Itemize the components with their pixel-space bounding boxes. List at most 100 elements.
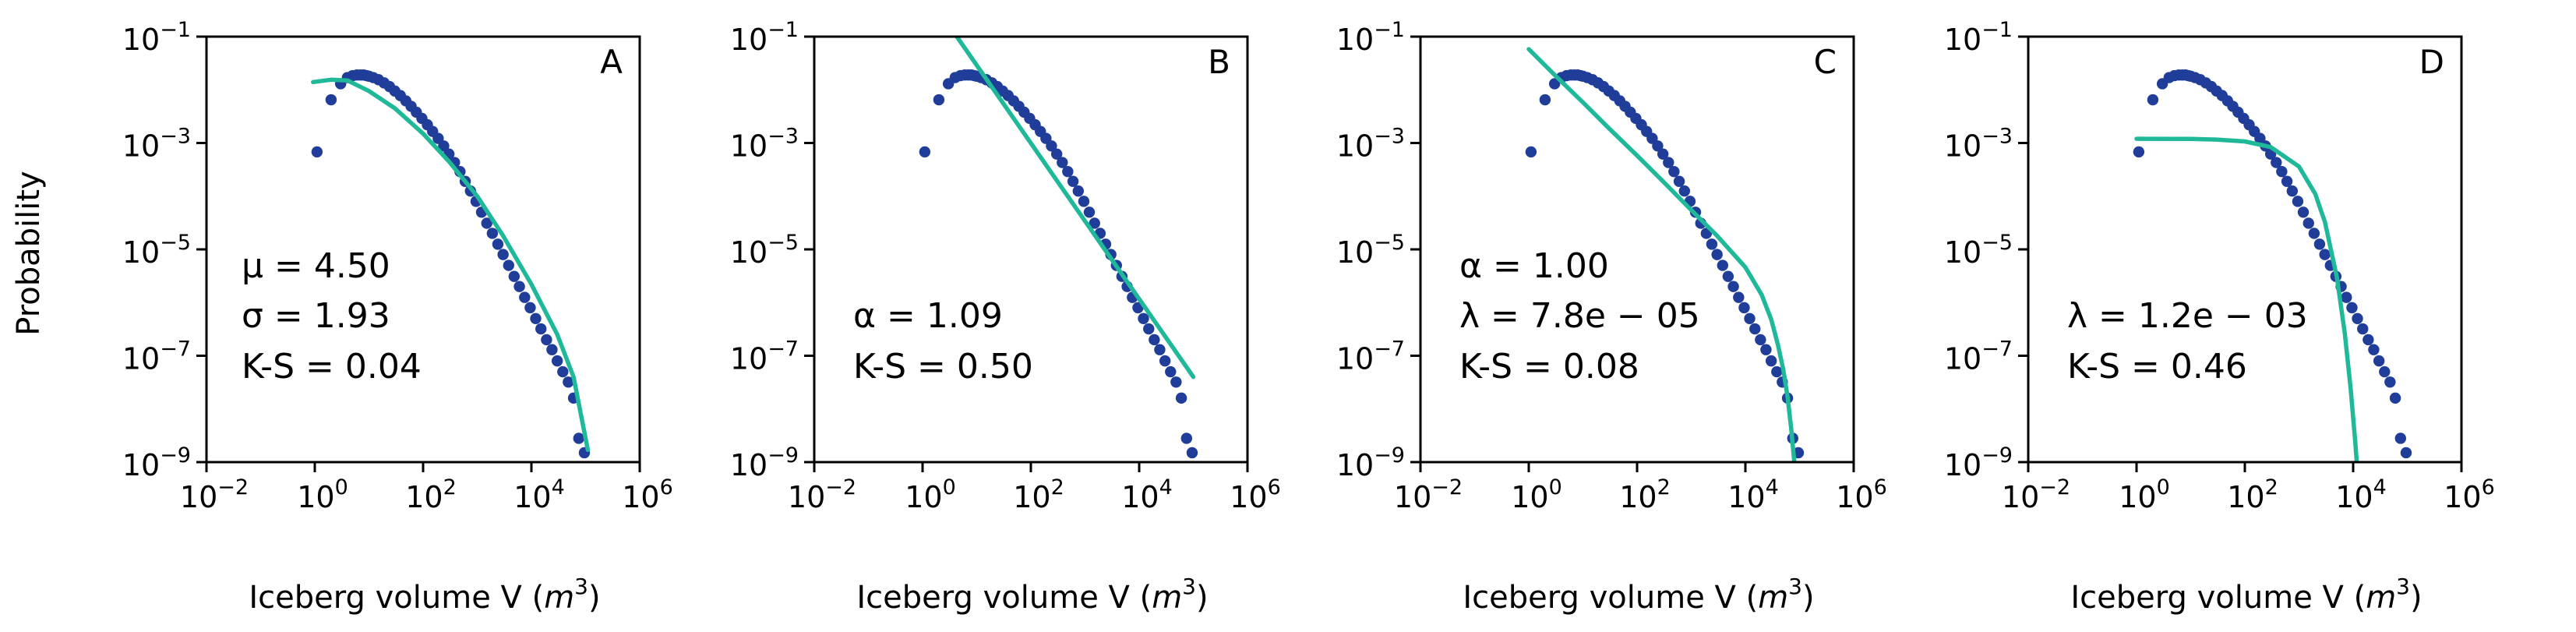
data-point <box>1663 157 1674 168</box>
annotation: K-S = 0.46 <box>2067 347 2247 387</box>
x-tick-label-exp: −2 <box>2039 475 2070 500</box>
data-point <box>311 146 323 158</box>
data-point <box>2297 207 2310 218</box>
data-point <box>1673 175 1685 187</box>
y-tick-label-base: 10 <box>122 129 160 164</box>
x-axis-label: Iceberg volume V (m3) <box>2070 574 2422 616</box>
data-point <box>1050 148 1063 160</box>
y-tick-label-base: 10 <box>122 23 160 57</box>
annotation: K-S = 0.50 <box>853 347 1033 387</box>
x-tick-label-base: 10 <box>1121 480 1159 514</box>
x-tick-label: 10−2 <box>788 475 856 514</box>
y-tick-label-base: 10 <box>730 129 768 164</box>
y-axis-label: Probability <box>11 171 47 335</box>
data-point <box>1143 323 1155 335</box>
x-tick-label-exp: 2 <box>1051 475 1064 500</box>
y-tick-label-base: 10 <box>730 342 768 376</box>
data-point <box>2303 217 2314 229</box>
annotation: K-S = 0.08 <box>1459 347 1639 387</box>
data-point <box>519 291 531 303</box>
x-tick-label-exp: 0 <box>2157 475 2170 500</box>
x-tick-label-exp: 6 <box>2482 475 2495 500</box>
data-point <box>1062 165 1074 178</box>
panel-letter: D <box>2419 43 2444 81</box>
x-tick-label-base: 10 <box>1727 480 1765 514</box>
data-point <box>546 344 558 355</box>
observed-points <box>2133 69 2412 459</box>
y-tick-label-exp: −1 <box>768 18 799 42</box>
data-point <box>1755 334 1766 346</box>
annotation: K-S = 0.04 <box>242 347 422 387</box>
observed-points <box>311 69 591 459</box>
x-tick-label-base: 10 <box>297 480 334 514</box>
data-point <box>1798 468 1808 479</box>
y-tick-label-base: 10 <box>1336 235 1374 270</box>
data-point <box>1717 260 1728 271</box>
data-point <box>1678 185 1691 197</box>
data-point <box>1727 281 1739 292</box>
annotation: μ = 4.50 <box>242 246 390 286</box>
annotation: α = 1.09 <box>853 296 1003 336</box>
x-tick-label-base: 10 <box>2002 480 2039 514</box>
y-tick-label-exp: −1 <box>1374 18 1405 42</box>
x-axis-label-part: Iceberg volume V ( <box>1463 580 1758 616</box>
x-tick-label-base: 10 <box>1394 480 1431 514</box>
data-point <box>557 365 569 378</box>
panel-a: 10−2 100 102 104 10610−910−710−510−310−1Iceb… <box>122 18 673 616</box>
data-point <box>1186 447 1198 459</box>
y-tick-label: 10−5 <box>122 231 191 270</box>
data-point <box>2394 433 2407 444</box>
data-point <box>1525 146 1537 158</box>
y-tick-label: 10−7 <box>122 337 191 376</box>
y-tick-label: 10−3 <box>1944 125 2013 164</box>
x-tick-label: 102 <box>405 475 457 514</box>
y-tick-label-base: 10 <box>1336 448 1374 482</box>
data-point <box>2341 291 2352 303</box>
y-tick-label-base: 10 <box>1944 448 1981 482</box>
x-axis-label-part: Iceberg volume V ( <box>2070 580 2366 616</box>
data-point <box>1170 376 1182 388</box>
x-axis-label-part: m <box>1152 580 1182 616</box>
x-axis-label-part: 3 <box>2396 574 2410 599</box>
y-tick-label: 10−3 <box>1336 125 1405 164</box>
y-tick-label: 10−1 <box>1336 18 1405 57</box>
x-axis-label-part: ) <box>1802 580 1815 616</box>
x-tick-label-base: 10 <box>788 480 825 514</box>
y-tick-label-base: 10 <box>1944 342 1981 376</box>
data-point <box>481 217 492 229</box>
data-point <box>2352 312 2363 324</box>
x-axis-label-part: ) <box>588 580 601 616</box>
x-tick-label-exp: 2 <box>443 475 457 500</box>
x-tick-label-base: 10 <box>180 480 217 514</box>
x-tick-label-exp: −2 <box>1431 475 1463 500</box>
data-point <box>513 281 525 292</box>
data-point <box>2133 146 2145 158</box>
data-point <box>1057 157 1068 168</box>
data-point <box>1706 238 1718 250</box>
panel-letter: A <box>600 43 623 81</box>
data-point <box>1154 344 1166 355</box>
data-point <box>1765 355 1777 367</box>
x-tick-label: 100 <box>1511 475 1562 514</box>
x-axis-label-part: 3 <box>1182 574 1196 599</box>
x-tick-label-exp: 2 <box>1657 475 1671 500</box>
y-tick-label-exp: −9 <box>768 443 799 468</box>
y-tick-label-exp: −7 <box>1374 337 1405 362</box>
data-point <box>1138 312 1149 324</box>
y-tick-label: 10−5 <box>1336 231 1405 270</box>
x-tick-label-exp: 6 <box>660 475 673 500</box>
annotation: λ = 7.8e − 05 <box>1459 296 1700 336</box>
x-tick-label: 10−2 <box>2002 475 2070 514</box>
data-point <box>1749 323 1761 335</box>
y-tick-label-exp: −5 <box>768 231 799 255</box>
y-tick-label-base: 10 <box>122 342 160 376</box>
y-tick-label: 10−7 <box>730 337 799 376</box>
data-point <box>1668 165 1680 178</box>
x-tick-label-base: 10 <box>1511 480 1548 514</box>
data-point <box>1191 468 1202 479</box>
x-tick-label-base: 10 <box>1230 480 1267 514</box>
x-tick-label-base: 10 <box>1619 480 1657 514</box>
y-tick-label-exp: −7 <box>160 337 191 362</box>
y-tick-label-exp: −9 <box>1374 443 1405 468</box>
